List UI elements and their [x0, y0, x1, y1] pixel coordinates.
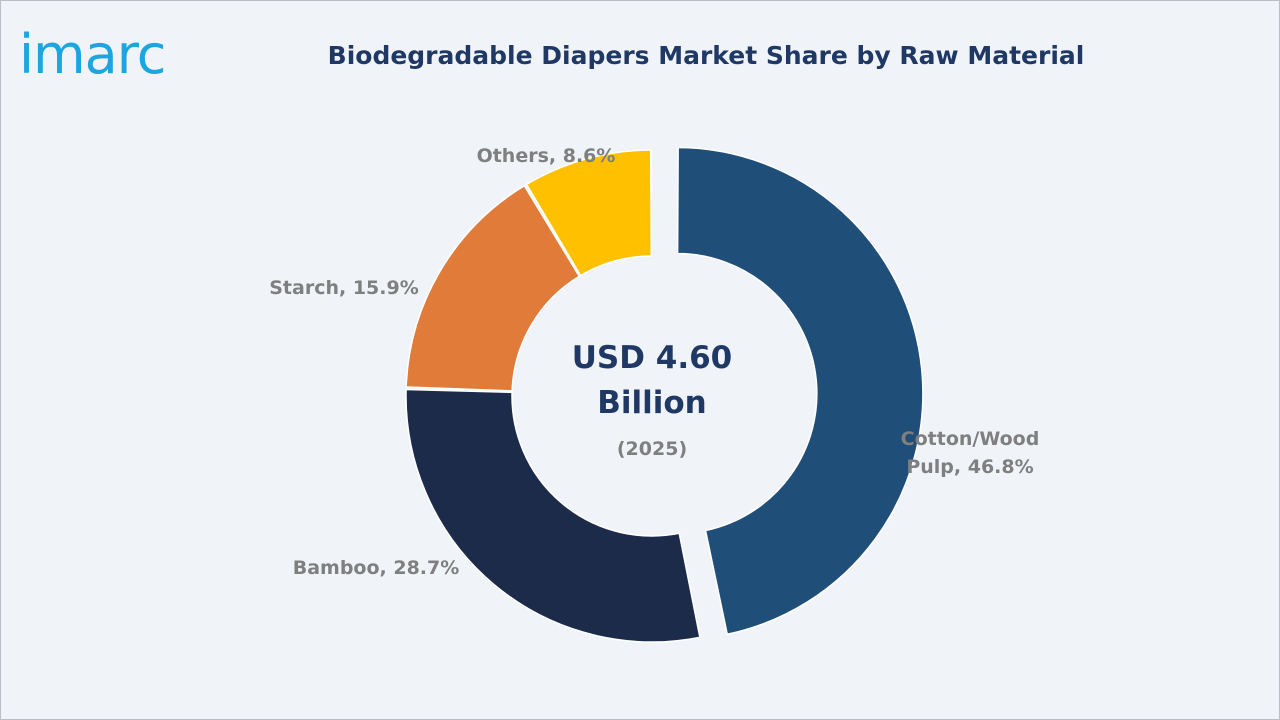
slice-label-others: Others, 8.6%	[477, 145, 616, 167]
slice-label-line: Starch, 15.9%	[269, 277, 419, 299]
slice-label-line: Cotton/Wood	[901, 428, 1040, 450]
center-value: USD 4.60	[572, 340, 733, 376]
logo-text: imarc	[19, 27, 165, 83]
slice-others	[525, 149, 653, 277]
slice-bamboo	[405, 388, 701, 643]
slice-label-bamboo: Bamboo, 28.7%	[293, 557, 460, 579]
chart-title: Biodegradable Diapers Market Share by Ra…	[327, 41, 1085, 70]
slice-cotton-wood-pulp	[676, 146, 924, 636]
slice-label-starch: Starch, 15.9%	[269, 277, 419, 299]
slice-starch	[405, 184, 581, 392]
center-group: USD 4.60 Billion (2025)	[572, 340, 733, 460]
imarc-logo: imarc	[19, 27, 166, 83]
labels-group: Cotton/Wood Pulp, 46.8% Bamboo, 28.7% Starc…	[269, 145, 1039, 579]
slices-group	[405, 146, 924, 643]
slice-label-line: Others, 8.6%	[477, 145, 616, 167]
center-year: (2025)	[617, 438, 687, 460]
slice-label-line: Bamboo, 28.7%	[293, 557, 460, 579]
slice-label-cotton-wood-pulp: Cotton/Wood Pulp, 46.8%	[901, 428, 1040, 478]
center-unit: Billion	[597, 385, 707, 421]
slice-label-line: Pulp, 46.8%	[906, 456, 1033, 478]
